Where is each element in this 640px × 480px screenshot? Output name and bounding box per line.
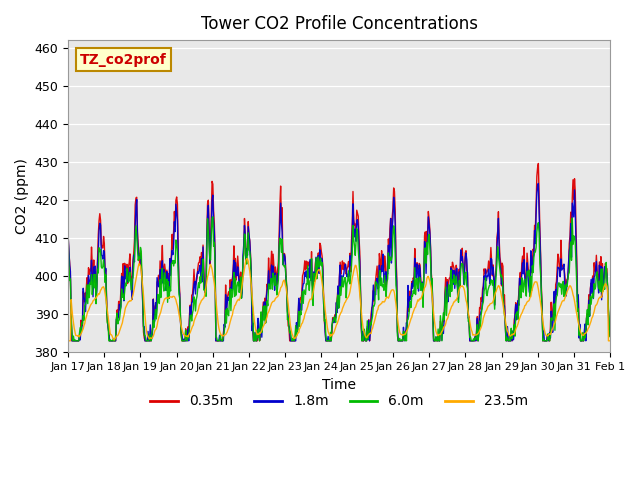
Legend: 0.35m, 1.8m, 6.0m, 23.5m: 0.35m, 1.8m, 6.0m, 23.5m (145, 389, 533, 414)
Text: TZ_co2prof: TZ_co2prof (80, 52, 167, 67)
Title: Tower CO2 Profile Concentrations: Tower CO2 Profile Concentrations (200, 15, 477, 33)
X-axis label: Time: Time (322, 377, 356, 392)
Y-axis label: CO2 (ppm): CO2 (ppm) (15, 158, 29, 234)
